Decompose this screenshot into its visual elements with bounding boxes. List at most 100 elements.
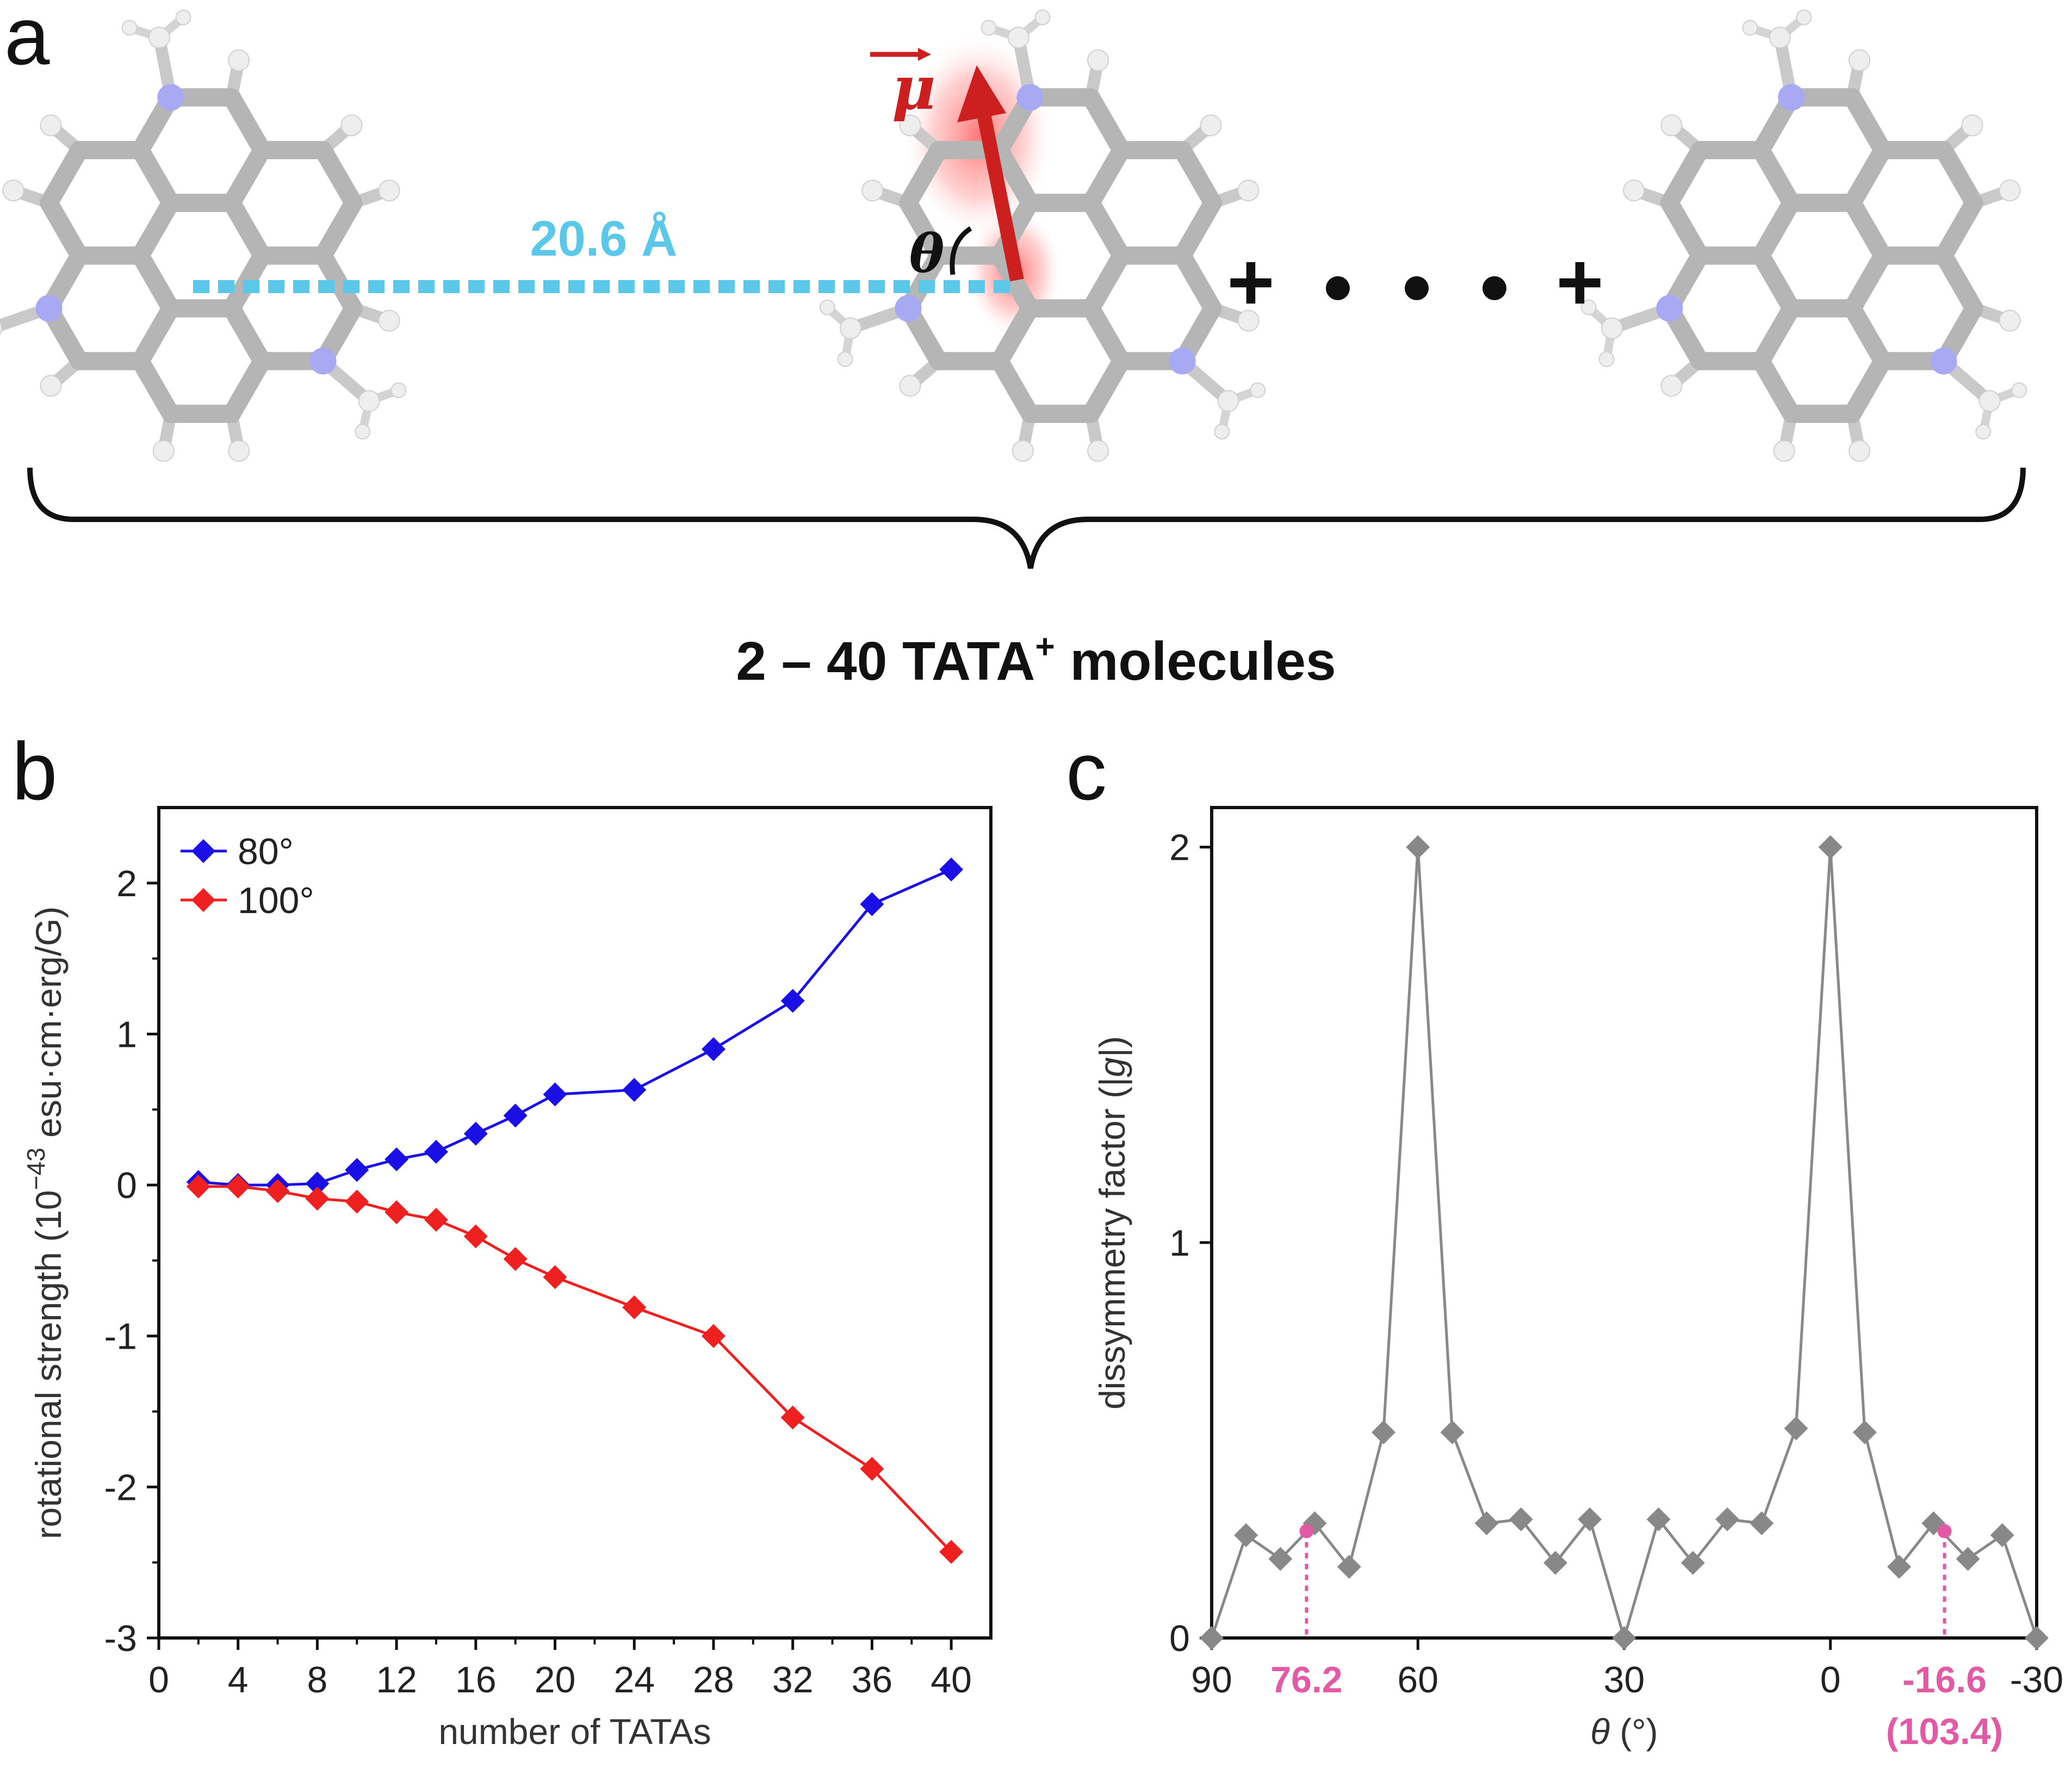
y-tick-label: 0 [116,1165,137,1206]
data-point [2025,1626,2049,1650]
ellipsis-dot [1405,276,1429,300]
y-tick-label: 2 [1169,827,1190,868]
nitrogen-atom [35,295,63,322]
data-point [939,857,964,882]
c-c-bond [222,194,271,265]
c-c-bond [1173,246,1222,318]
group-brace [27,467,2026,569]
c-c-bond [1934,141,1983,212]
y-tick-label: -1 [104,1316,137,1357]
c-c-bond [1173,141,1222,212]
y-axis-title: dissymmetry factor (|g|) [1092,1036,1132,1410]
hydrogen-atom [1200,114,1222,136]
dipole-arrow-head [957,65,1006,122]
c-c-bond [1082,194,1131,265]
hydrogen-atom [1773,440,1795,462]
legend-marker [191,839,215,863]
molecule-hydrogens [0,9,407,462]
panel-c: c 90 60 30 0 -30 0 1 2 θ (°) dissymmetry factor (… [1066,725,2063,1752]
x-tick-label: 28 [693,1659,734,1700]
x-tick-label: 90 [1191,1659,1232,1700]
x-tick-label: 0 [1820,1659,1841,1700]
c-c-bond [1934,246,1983,318]
series-100deg [186,1174,964,1564]
data-point [543,1082,567,1107]
data-point [1440,1420,1465,1444]
caption: 2 – 40 TATA+ molecules [736,628,1336,692]
data-point [939,1540,964,1564]
data-point [1990,1523,2014,1547]
hydrogen-atom [837,351,853,367]
hydrogen-atom [1848,440,1871,462]
y-axis-title-part: dissymmetry factor (| [1092,1077,1132,1410]
hydrogen-atom [899,375,921,397]
data-point [1337,1555,1361,1579]
tata-molecule-2 [819,9,1266,462]
c-c-bond [899,141,948,212]
data-point [1612,1626,1636,1650]
hydrogen-atom [1623,179,1645,202]
ellipsis-dot [1326,276,1350,300]
x-axis-title-var: θ [1590,1711,1610,1752]
x-tick-label: 20 [535,1659,576,1700]
data-point [1784,1416,1808,1441]
c-c-bond [1752,141,1801,212]
data-point [503,1103,528,1128]
data-point [702,1324,725,1348]
hydrogen-atom [1999,179,2021,202]
hydrogen-atom [1012,440,1034,462]
c-c-bond [990,299,1039,370]
hydrogen-atom [1961,114,1983,136]
x-tick-label: 4 [228,1659,249,1700]
data-point [424,1207,448,1232]
c-c-bond [131,194,180,265]
c-c-bond [222,299,271,370]
hydrogen-atom [378,179,400,202]
data-point [622,1295,647,1319]
x-axis-title: number of TATAs [438,1711,711,1752]
c-c-bond [1843,352,1892,423]
c-c-bond [1173,194,1222,265]
data-point [543,1265,567,1289]
data-point [1372,1420,1396,1444]
hydrogen-atom [1796,9,1812,26]
data-point [345,1158,369,1182]
hydrogen-atom [1999,309,2021,332]
hydrogen-atom [840,317,862,339]
data-point [1509,1507,1533,1531]
data-point [463,1224,488,1249]
x-tick-label: -30 [2010,1659,2063,1700]
data-point [424,1140,448,1164]
dipole-arrow-shaft [976,110,1024,282]
hydrogen-atom [358,390,380,412]
tata-molecule-3 [1580,9,2027,462]
nitrogen-atom [309,347,337,375]
y-tick-label: 2 [116,863,137,904]
c-c-bond [314,246,363,318]
hydrogen-atom [1217,390,1239,412]
data-point [1474,1511,1499,1536]
hydrogen-atom [1034,9,1051,26]
c-c-bond [990,246,1039,318]
data-point [1852,1420,1877,1444]
data-point [622,1078,647,1102]
hydrogen-atom [1975,424,1992,440]
legend: 80° 100° [181,831,314,921]
c-c-bond [1082,88,1131,159]
hydrogen-atom [121,20,138,36]
data-point [702,1037,725,1062]
y-axis-title-part: esu·cm·erg/G) [28,907,69,1148]
c-c-bond [1082,141,1131,212]
hydrogen-atom [228,49,250,71]
nitrogen-atom [1930,347,1957,375]
hydrogen-atom [1769,26,1791,49]
data-point [1543,1550,1568,1575]
nitrogen-atom [1016,84,1044,111]
x-tick-label: 30 [1604,1659,1645,1700]
hydrogen-atom [1214,424,1230,440]
y-tick-label: 1 [116,1014,137,1055]
data-point [780,989,805,1013]
plot-frame [1210,806,2038,1640]
